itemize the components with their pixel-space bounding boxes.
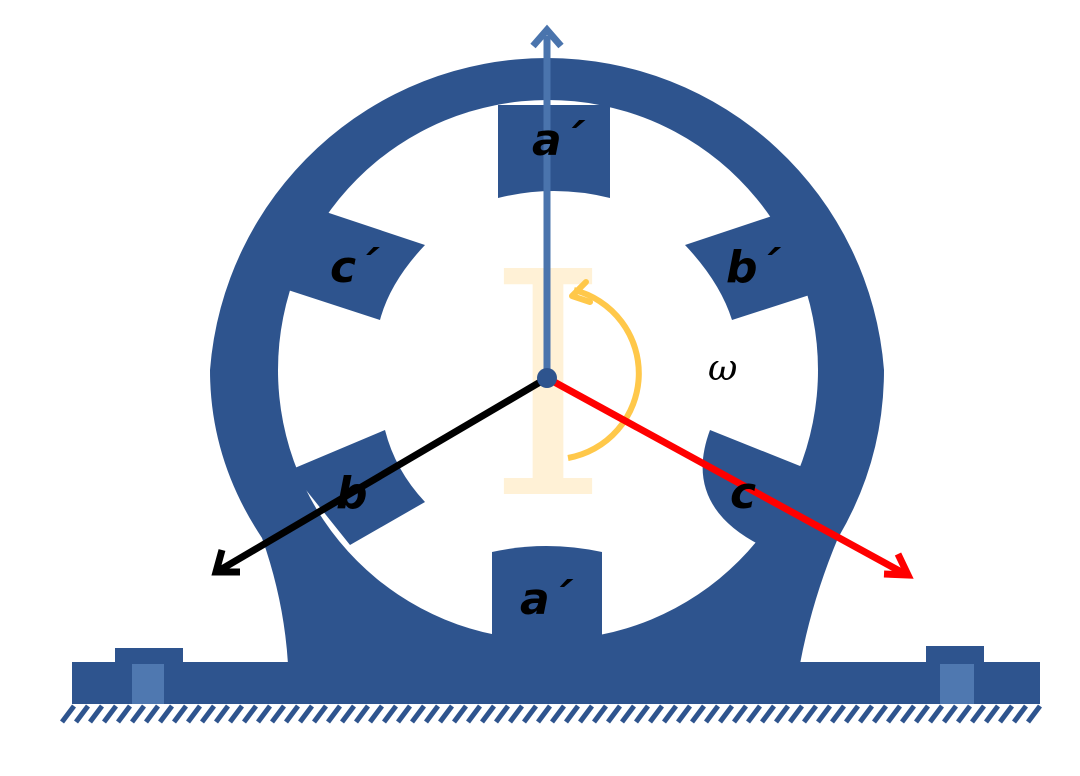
left-bolt-slot: [132, 664, 164, 704]
ground-hatching: [60, 704, 1042, 724]
hatch-line: [340, 704, 356, 724]
hatch-line: [816, 704, 832, 724]
hatch-line: [858, 704, 874, 724]
hatch-line: [452, 704, 468, 724]
hatch-line: [662, 704, 678, 724]
rotation-arc: [567, 287, 642, 461]
hatch-line: [410, 704, 426, 724]
hatch-line: [158, 704, 174, 724]
pole-label-b: b: [336, 468, 368, 519]
omega-label: ω: [708, 348, 737, 389]
hatch-line: [942, 704, 958, 724]
hatch-line: [606, 704, 622, 724]
hatch-line: [956, 704, 972, 724]
hatch-line: [396, 704, 412, 724]
hatch-line: [746, 704, 762, 724]
hatch-line: [550, 704, 566, 724]
hatch-line: [690, 704, 706, 724]
axis-a-arrowhead: [530, 24, 564, 49]
hatch-line: [312, 704, 328, 724]
pole-label-a-top: a´: [532, 115, 586, 166]
hatch-line: [578, 704, 594, 724]
hatch-line: [466, 704, 482, 724]
pole-label-c: c: [730, 468, 756, 519]
pole-label-b-prime: b´: [726, 242, 781, 293]
hatch-line: [760, 704, 776, 724]
hatch-line: [480, 704, 496, 724]
hatch-line: [74, 704, 90, 724]
hatch-line: [802, 704, 818, 724]
hatch-line: [130, 704, 146, 724]
hatch-line: [172, 704, 188, 724]
hatch-line: [522, 704, 538, 724]
axis-c-arrow: [545, 374, 907, 578]
hatch-line: [494, 704, 510, 724]
rotation-arrowhead: [569, 279, 593, 305]
hatch-line: [830, 704, 846, 724]
hatch-line: [1012, 704, 1028, 724]
axis-b-arrowhead: [211, 549, 240, 576]
hatch-line: [914, 704, 930, 724]
hatch-line: [900, 704, 916, 724]
hatch-line: [592, 704, 608, 724]
pole-label-a-bottom: a´: [520, 574, 574, 625]
hatch-line: [438, 704, 454, 724]
hatch-line: [354, 704, 370, 724]
hatch-line: [298, 704, 314, 724]
hatch-line: [704, 704, 720, 724]
hatch-line: [886, 704, 902, 724]
hatch-line: [256, 704, 272, 724]
hatch-line: [326, 704, 342, 724]
hatch-line: [732, 704, 748, 724]
hatch-line: [634, 704, 650, 724]
axis-origin-dot: [537, 368, 557, 388]
base-plate: [72, 662, 1040, 704]
hatch-line: [718, 704, 734, 724]
hatch-line: [186, 704, 202, 724]
axis-c-arrowhead: [883, 552, 914, 579]
hatch-line: [536, 704, 552, 724]
hatch-line: [284, 704, 300, 724]
hatch-line: [102, 704, 118, 724]
hatch-line: [144, 704, 160, 724]
hatch-line: [508, 704, 524, 724]
hatch-line: [60, 704, 76, 724]
right-bolt-slot: [940, 664, 974, 704]
hatch-line: [788, 704, 804, 724]
hatch-line: [774, 704, 790, 724]
pole-label-c-prime: c´: [330, 242, 380, 293]
hatch-line: [648, 704, 664, 724]
hatch-line: [928, 704, 944, 724]
hatch-line: [676, 704, 692, 724]
hatch-line: [270, 704, 286, 724]
hatch-line: [998, 704, 1014, 724]
left-mounting-foot: [115, 648, 183, 666]
hatch-line: [116, 704, 132, 724]
hatch-line: [1026, 704, 1042, 724]
hatch-line: [872, 704, 888, 724]
hatch-line: [368, 704, 384, 724]
hatch-line: [88, 704, 104, 724]
hatch-line: [214, 704, 230, 724]
hatch-line: [564, 704, 580, 724]
hatch-line: [424, 704, 440, 724]
hatch-line: [984, 704, 1000, 724]
right-mounting-foot: [926, 646, 984, 666]
hatch-line: [620, 704, 636, 724]
hatch-line: [970, 704, 986, 724]
axis-b-arrow: [218, 374, 549, 574]
hatch-line: [200, 704, 216, 724]
hatch-line: [242, 704, 258, 724]
hatch-line: [228, 704, 244, 724]
hatch-line: [844, 704, 860, 724]
hatch-line: [382, 704, 398, 724]
